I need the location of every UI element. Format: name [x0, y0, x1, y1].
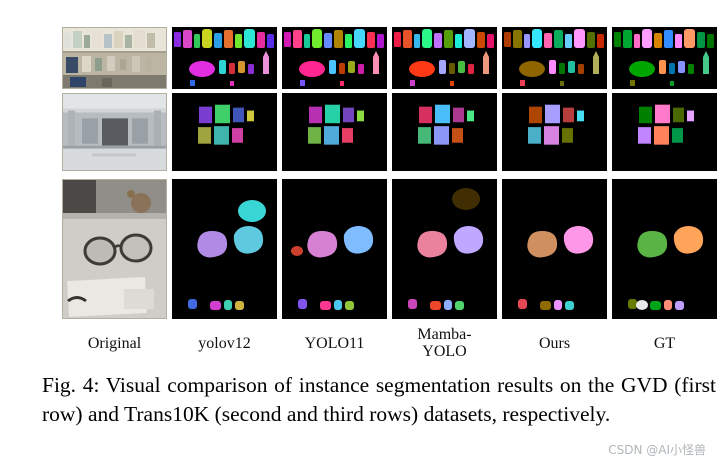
panel-row1-original	[62, 27, 167, 89]
panel-row1-ours	[502, 27, 607, 89]
segmentation-mask	[282, 179, 387, 319]
panel-row2-ours	[502, 93, 607, 171]
segmentation-mask	[502, 179, 607, 319]
panel-row2-mamba-yolo	[392, 93, 497, 171]
panel-row2-gt	[612, 93, 717, 171]
column-labels: Original yolov12 YOLO11 Mamba- YOLO Ours…	[62, 323, 722, 363]
figure-row-1	[62, 27, 722, 89]
panel-row3-yolo11	[282, 179, 387, 319]
figure-4: Original yolov12 YOLO11 Mamba- YOLO Ours…	[62, 27, 722, 363]
panel-row3-yolov12	[172, 179, 277, 319]
segmentation-mask	[392, 27, 497, 89]
hall-photo	[62, 93, 167, 171]
segmentation-mask	[392, 179, 497, 319]
panel-row3-ours	[502, 179, 607, 319]
panel-row1-yolov12	[172, 27, 277, 89]
panel-row1-gt	[612, 27, 717, 89]
segmentation-mask	[172, 27, 277, 89]
segmentation-mask	[172, 179, 277, 319]
segmentation-mask	[612, 179, 717, 319]
segmentation-mask	[502, 93, 607, 171]
segmentation-mask	[502, 27, 607, 89]
segmentation-mask	[392, 93, 497, 171]
figure-row-2	[62, 93, 722, 171]
panel-row1-mamba-yolo	[392, 27, 497, 89]
label-yolov12: yolov12	[198, 334, 251, 352]
panel-row2-yolo11	[282, 93, 387, 171]
segmentation-mask	[172, 93, 277, 171]
label-gt: GT	[653, 334, 676, 352]
panel-row2-yolov12	[172, 93, 277, 171]
figure-row-3	[62, 179, 722, 319]
label-original: Original	[87, 334, 142, 352]
panel-row3-gt	[612, 179, 717, 319]
shelves-photo	[62, 27, 167, 89]
watermark: CSDN @AI小怪兽	[608, 443, 706, 457]
panel-row2-original	[62, 93, 167, 171]
panel-row3-original	[62, 179, 167, 319]
panel-row1-yolo11	[282, 27, 387, 89]
panel-row3-mamba-yolo	[392, 179, 497, 319]
segmentation-mask	[612, 27, 717, 89]
figure-caption: Fig. 4: Visual comparison of instance se…	[42, 373, 716, 426]
segmentation-mask	[282, 27, 387, 89]
segmentation-mask	[612, 93, 717, 171]
segmentation-mask	[282, 93, 387, 171]
label-ours: Ours	[538, 334, 571, 352]
label-mamba-yolo: Mamba- YOLO	[417, 326, 472, 360]
label-yolo11: YOLO11	[304, 334, 365, 352]
glasses-photo	[62, 179, 167, 319]
